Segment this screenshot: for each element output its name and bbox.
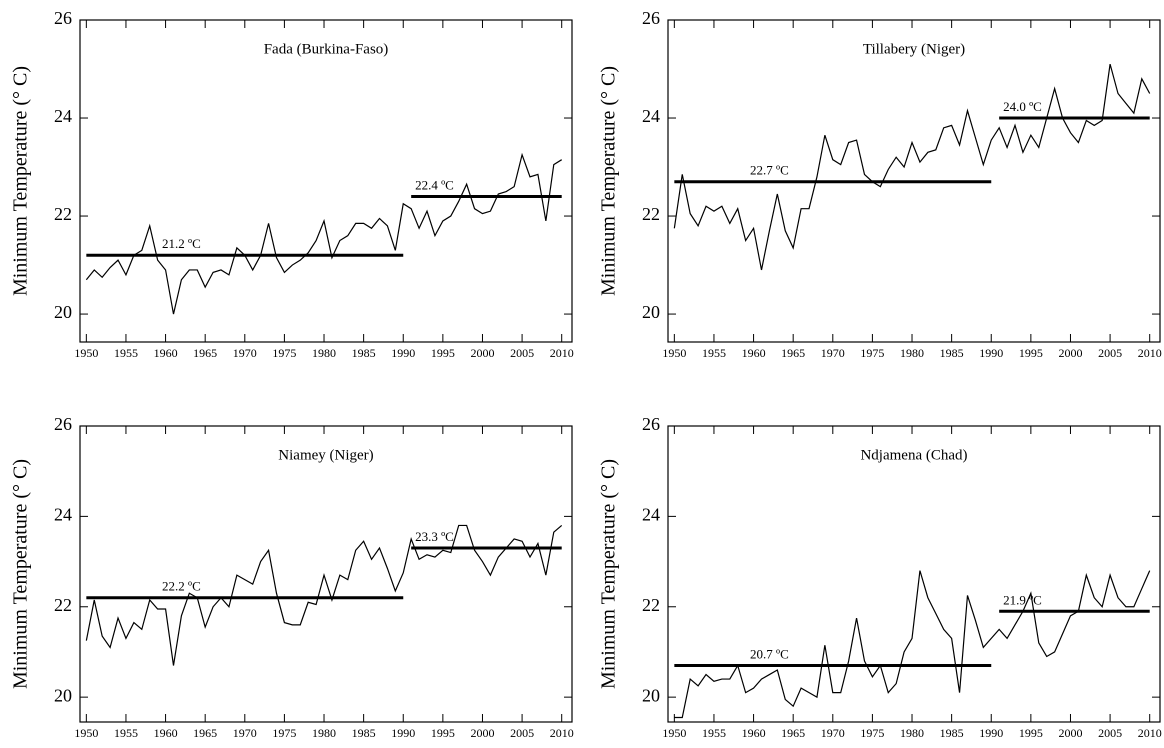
mean-label: 21.2 ºC bbox=[162, 236, 201, 251]
x-tick-label: 2005 bbox=[1098, 726, 1122, 740]
x-tick-label: 1995 bbox=[1019, 346, 1043, 360]
x-tick-label: 2010 bbox=[1138, 346, 1162, 360]
x-tick-label: 1950 bbox=[662, 726, 686, 740]
panel: 20 22 24 26 1950 1955 1960 1965 1970 1975 1980 1985… bbox=[10, 414, 574, 740]
x-tick-label: 1975 bbox=[860, 346, 884, 360]
mean-label: 22.2 ºC bbox=[162, 579, 201, 594]
plot-frame bbox=[667, 19, 1161, 343]
x-tick-label: 1975 bbox=[272, 346, 296, 360]
plot-frame bbox=[667, 425, 1161, 723]
mean-label: 22.7 ºC bbox=[750, 163, 789, 178]
y-tick-label: 26 bbox=[54, 414, 72, 434]
plot-frame bbox=[79, 425, 573, 723]
x-tick-label: 1985 bbox=[352, 346, 376, 360]
y-tick-label: 26 bbox=[642, 414, 660, 434]
data-line bbox=[85, 524, 563, 666]
panel: 20 22 24 26 1950 1955 1960 1965 1970 1975 1980 1985… bbox=[598, 414, 1162, 740]
x-tick-label: 1955 bbox=[114, 726, 138, 740]
y-tick-label: 24 bbox=[54, 505, 72, 525]
y-tick-label: 20 bbox=[642, 302, 660, 322]
x-tick-label: 1990 bbox=[979, 346, 1003, 360]
y-tick-label: 22 bbox=[54, 595, 72, 615]
mean-label: 23.3 ºC bbox=[415, 529, 454, 544]
x-tick-label: 2000 bbox=[470, 346, 494, 360]
y-tick-label: 22 bbox=[54, 204, 72, 224]
y-axis-label: Minimum Temperature (° C) bbox=[598, 459, 620, 689]
y-tick-label: 26 bbox=[642, 8, 660, 28]
panel: 20 22 24 26 1950 1955 1960 1965 1970 1975 1980 1985… bbox=[10, 8, 574, 360]
x-tick-label: 1950 bbox=[74, 726, 98, 740]
x-tick-label: 1960 bbox=[742, 346, 766, 360]
x-tick-label: 2000 bbox=[1058, 346, 1082, 360]
y-axis-label: Minimum Temperature (° C) bbox=[10, 459, 32, 689]
x-tick-label: 1970 bbox=[233, 346, 257, 360]
x-tick-label: 1970 bbox=[821, 726, 845, 740]
x-tick-label: 1985 bbox=[940, 346, 964, 360]
x-tick-label: 1980 bbox=[900, 726, 924, 740]
x-tick-label: 1965 bbox=[193, 346, 217, 360]
x-tick-label: 1985 bbox=[940, 726, 964, 740]
y-tick-label: 24 bbox=[642, 106, 660, 126]
x-tick-label: 1965 bbox=[193, 726, 217, 740]
x-tick-label: 2010 bbox=[1138, 726, 1162, 740]
x-tick-label: 1955 bbox=[702, 726, 726, 740]
x-tick-label: 1960 bbox=[154, 726, 178, 740]
y-axis-label: Minimum Temperature (° C) bbox=[598, 66, 620, 296]
y-tick-label: 24 bbox=[642, 505, 660, 525]
y-tick-label: 20 bbox=[54, 685, 72, 705]
x-tick-label: 1995 bbox=[431, 346, 455, 360]
x-tick-label: 1985 bbox=[352, 726, 376, 740]
x-tick-label: 2000 bbox=[470, 726, 494, 740]
data-line bbox=[674, 570, 1151, 719]
x-tick-label: 1965 bbox=[781, 726, 805, 740]
x-tick-label: 1950 bbox=[662, 346, 686, 360]
x-tick-label: 1975 bbox=[272, 726, 296, 740]
y-tick-label: 20 bbox=[642, 685, 660, 705]
x-tick-label: 1990 bbox=[979, 726, 1003, 740]
x-tick-label: 1960 bbox=[154, 346, 178, 360]
y-axis-label: Minimum Temperature (° C) bbox=[10, 66, 32, 296]
data-line bbox=[673, 63, 1151, 271]
y-tick-label: 20 bbox=[54, 302, 72, 322]
x-tick-label: 1990 bbox=[391, 726, 415, 740]
panel-title: Niamey (Niger) bbox=[278, 447, 373, 463]
x-tick-label: 1975 bbox=[860, 726, 884, 740]
mean-label: 22.4 ºC bbox=[415, 177, 454, 192]
data-line bbox=[85, 152, 563, 315]
x-tick-label: 1955 bbox=[114, 346, 138, 360]
x-tick-label: 1980 bbox=[312, 346, 336, 360]
x-tick-label: 1995 bbox=[1019, 726, 1043, 740]
x-tick-label: 1970 bbox=[821, 346, 845, 360]
x-tick-label: 2010 bbox=[550, 346, 574, 360]
panel: 20 22 24 26 1950 1955 1960 1965 1970 1975 1980 1985… bbox=[598, 8, 1162, 360]
x-tick-label: 2005 bbox=[1098, 346, 1122, 360]
x-tick-label: 1995 bbox=[431, 726, 455, 740]
mean-label: 24.0 ºC bbox=[1003, 99, 1042, 114]
x-tick-label: 1950 bbox=[74, 346, 98, 360]
x-tick-label: 1970 bbox=[233, 726, 257, 740]
plot-frame bbox=[79, 19, 573, 343]
panel-title: Ndjamena (Chad) bbox=[860, 447, 967, 463]
y-tick-label: 22 bbox=[642, 204, 660, 224]
y-tick-label: 26 bbox=[54, 8, 72, 28]
x-tick-label: 1960 bbox=[742, 726, 766, 740]
x-tick-label: 2000 bbox=[1058, 726, 1082, 740]
x-tick-label: 2005 bbox=[510, 726, 534, 740]
x-tick-label: 1990 bbox=[391, 346, 415, 360]
x-tick-label: 1980 bbox=[900, 346, 924, 360]
x-tick-label: 2005 bbox=[510, 346, 534, 360]
x-tick-label: 1980 bbox=[312, 726, 336, 740]
y-tick-label: 22 bbox=[642, 595, 660, 615]
x-tick-label: 2010 bbox=[550, 726, 574, 740]
panel-title: Tillabery (Niger) bbox=[863, 41, 965, 57]
mean-label: 21.9 ºC bbox=[1003, 592, 1042, 607]
x-tick-label: 1955 bbox=[702, 346, 726, 360]
y-tick-label: 24 bbox=[54, 106, 72, 126]
panel-title: Fada (Burkina-Faso) bbox=[264, 41, 389, 57]
mean-label: 20.7 ºC bbox=[750, 646, 789, 661]
x-tick-label: 1965 bbox=[781, 346, 805, 360]
